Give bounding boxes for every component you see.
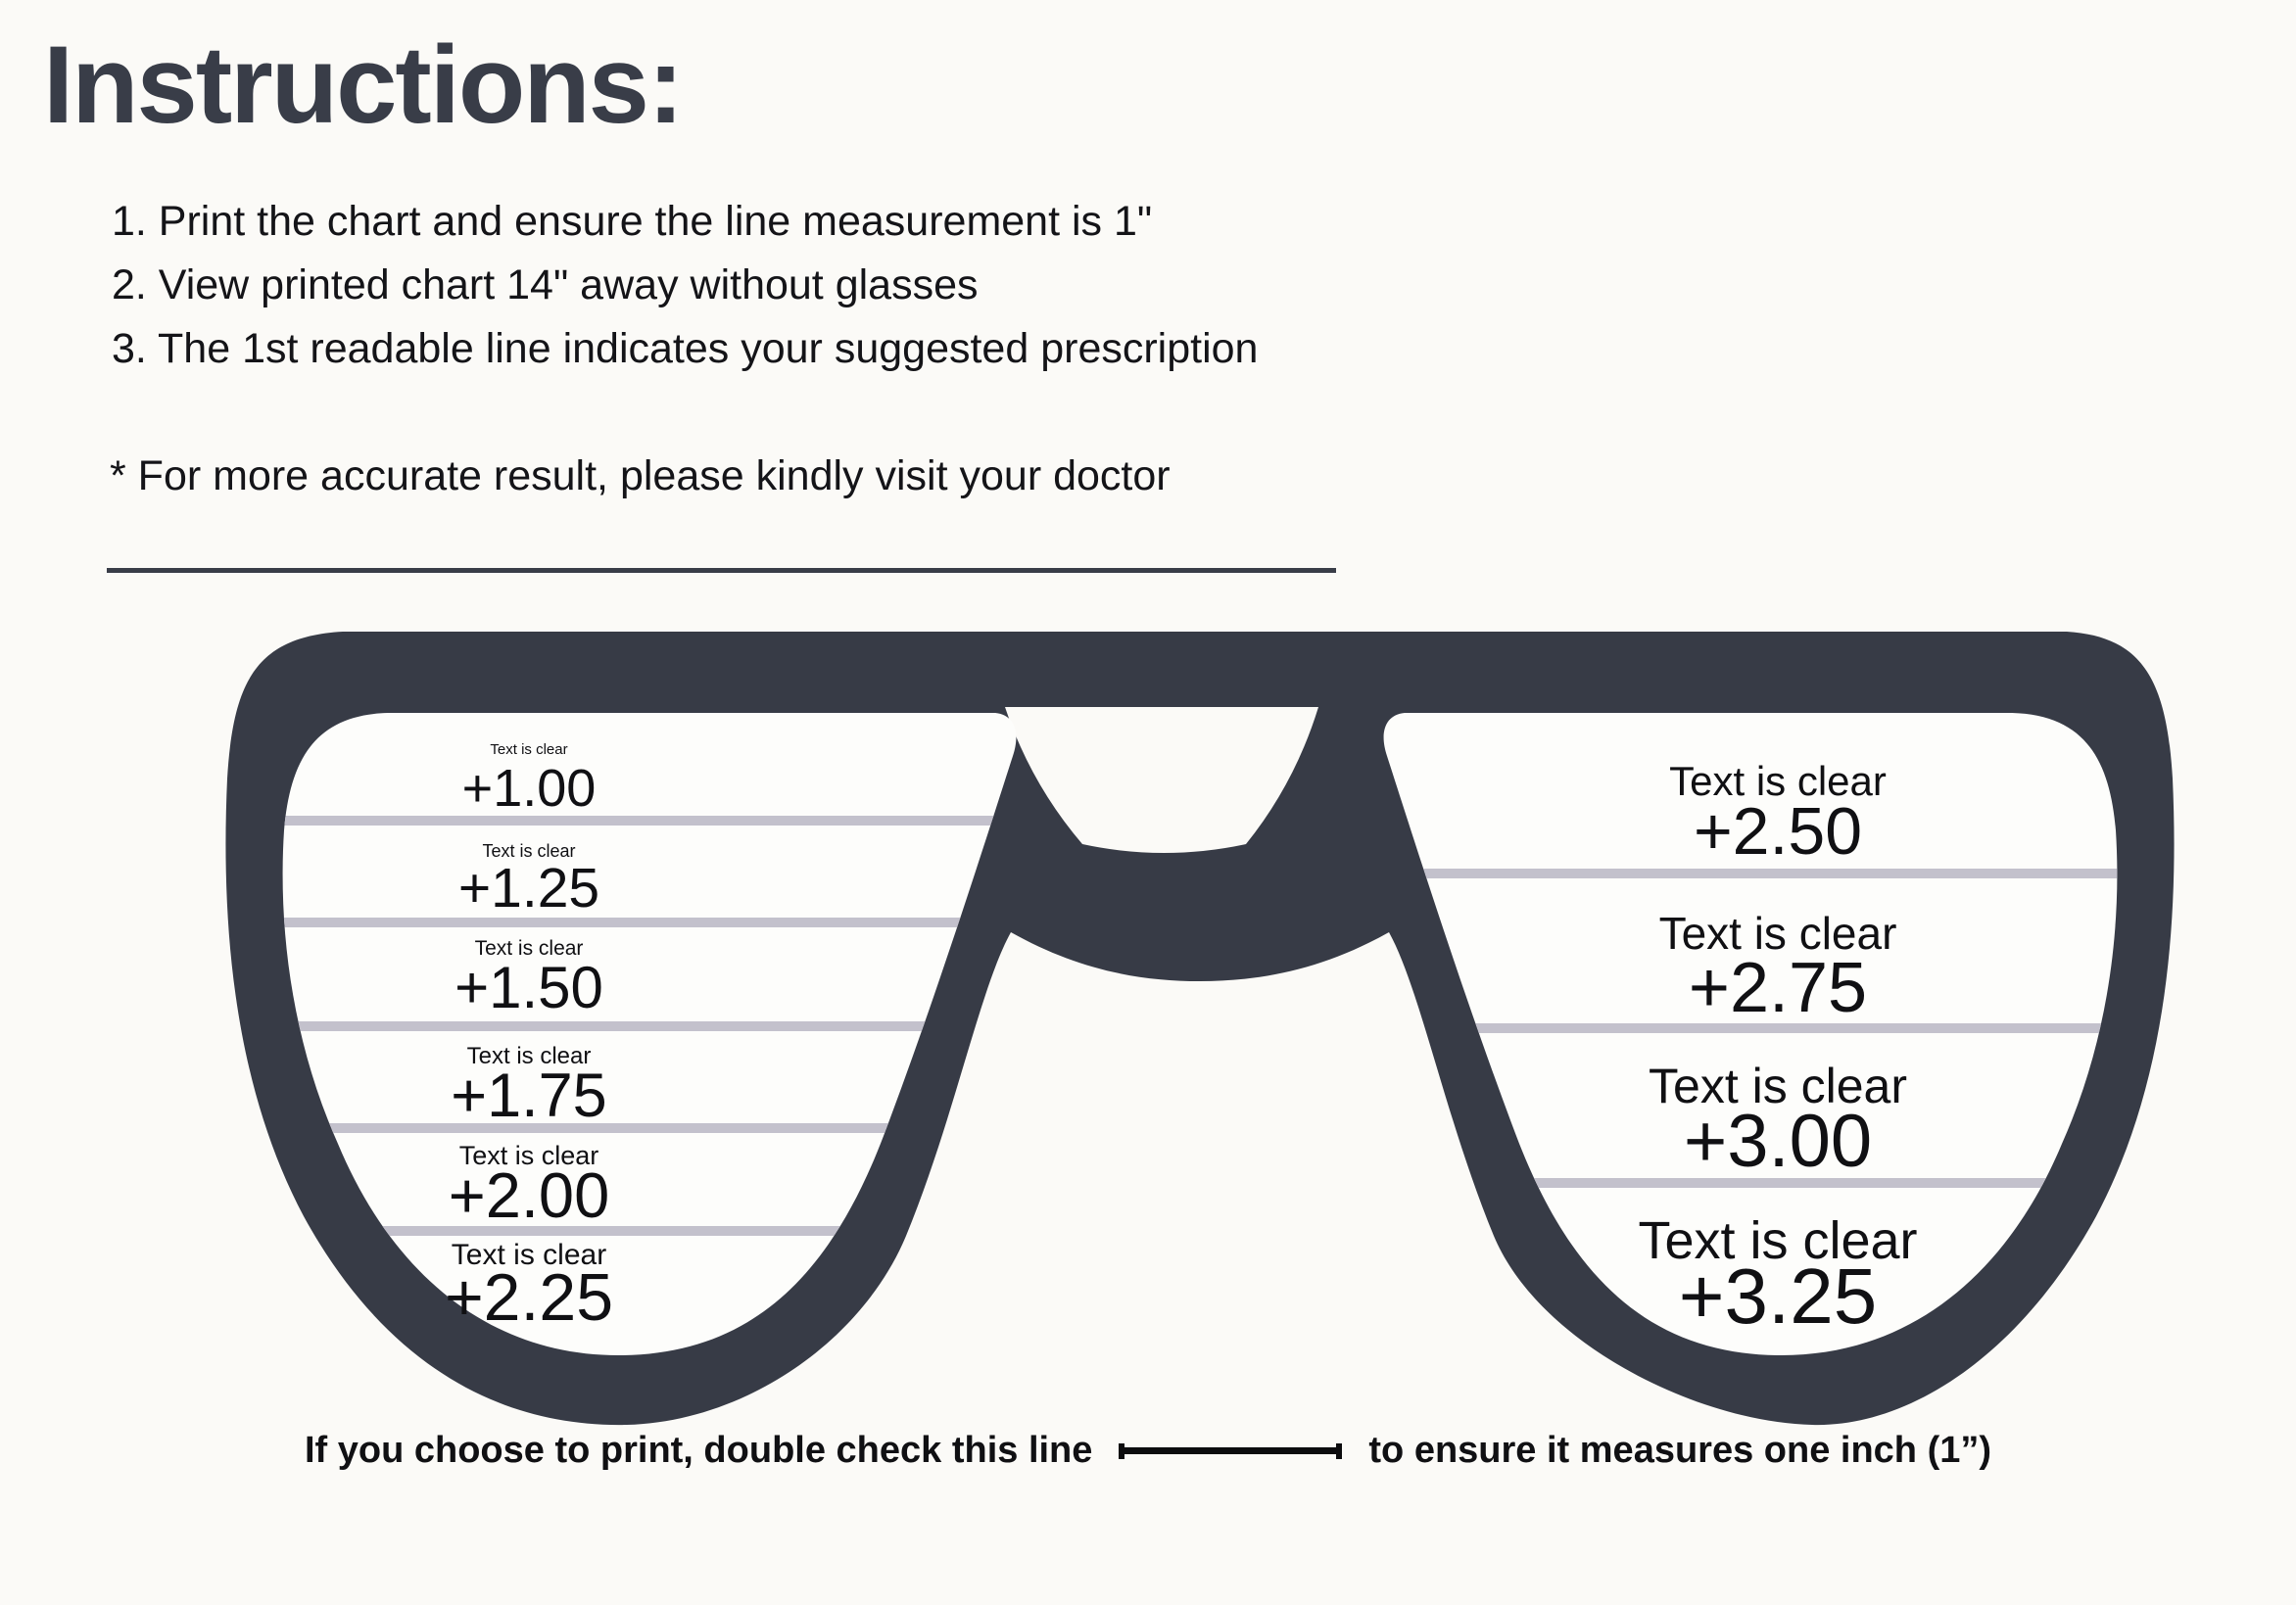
instruction-item: 2. View printed chart 14" away without g… — [112, 261, 979, 308]
page-title: Instructions: — [43, 24, 684, 146]
footer-text-after: to ensure it measures one inch (1”) — [1368, 1430, 1992, 1471]
lens-row-value: +1.50 — [454, 955, 603, 1020]
section-divider — [107, 568, 1336, 573]
doctor-note: * For more accurate result, please kindl… — [110, 452, 1171, 499]
lens-row-value: +1.75 — [451, 1062, 607, 1130]
left-lens — [282, 713, 1017, 1356]
instruction-item: 3. The 1st readable line indicates your … — [112, 325, 1259, 372]
lens-row-label: Text is clear — [451, 1239, 607, 1271]
lens-divider-line — [282, 1123, 1017, 1133]
lens-divider-line — [1383, 869, 2118, 878]
lens-row-value: +3.25 — [1678, 1252, 1878, 1340]
lens-row-value: +2.00 — [448, 1159, 610, 1231]
lens-row-label: Text is clear — [1658, 908, 1897, 959]
one-inch-line — [1119, 1442, 1343, 1460]
line-bar — [1124, 1447, 1337, 1454]
lens-divider-line — [282, 816, 1017, 826]
line-end-cap — [1336, 1442, 1343, 1459]
lens-row-value: +2.50 — [1693, 794, 1863, 869]
lens-divider-line — [1383, 1023, 2118, 1033]
lens-divider-line — [282, 918, 1017, 927]
lens-row-value: +3.00 — [1683, 1100, 1873, 1183]
instructions-list: 1. Print the chart and ensure the line m… — [112, 190, 1258, 381]
lens-row-value: +1.25 — [457, 857, 600, 920]
lens-divider-line — [1383, 1178, 2118, 1188]
lens-row-label: Text is clear — [466, 1043, 592, 1069]
lens-row-value: +2.75 — [1688, 949, 1868, 1027]
line-end-cap — [1119, 1442, 1125, 1459]
lens-row-label: Text is clear — [490, 741, 568, 758]
lens-row-label: Text is clear — [474, 937, 584, 960]
lens-row-value: +1.00 — [461, 759, 597, 818]
lens-row-label: Text is clear — [1669, 758, 1887, 804]
instruction-item: 1. Print the chart and ensure the line m… — [112, 198, 1153, 245]
lens-row-label: Text is clear — [482, 841, 576, 861]
print-check-caption: If you choose to print, double check thi… — [0, 1430, 2296, 1472]
lens-row-value: +2.25 — [444, 1260, 614, 1335]
lens-row-label: Text is clear — [1649, 1059, 1907, 1113]
lens-row-label: Text is clear — [458, 1141, 599, 1170]
lens-divider-line — [282, 1226, 1017, 1236]
lens-divider-line — [282, 1021, 1017, 1031]
lens-row-label: Text is clear — [1638, 1211, 1918, 1270]
footer-text-before: If you choose to print, double check thi… — [304, 1430, 1093, 1471]
